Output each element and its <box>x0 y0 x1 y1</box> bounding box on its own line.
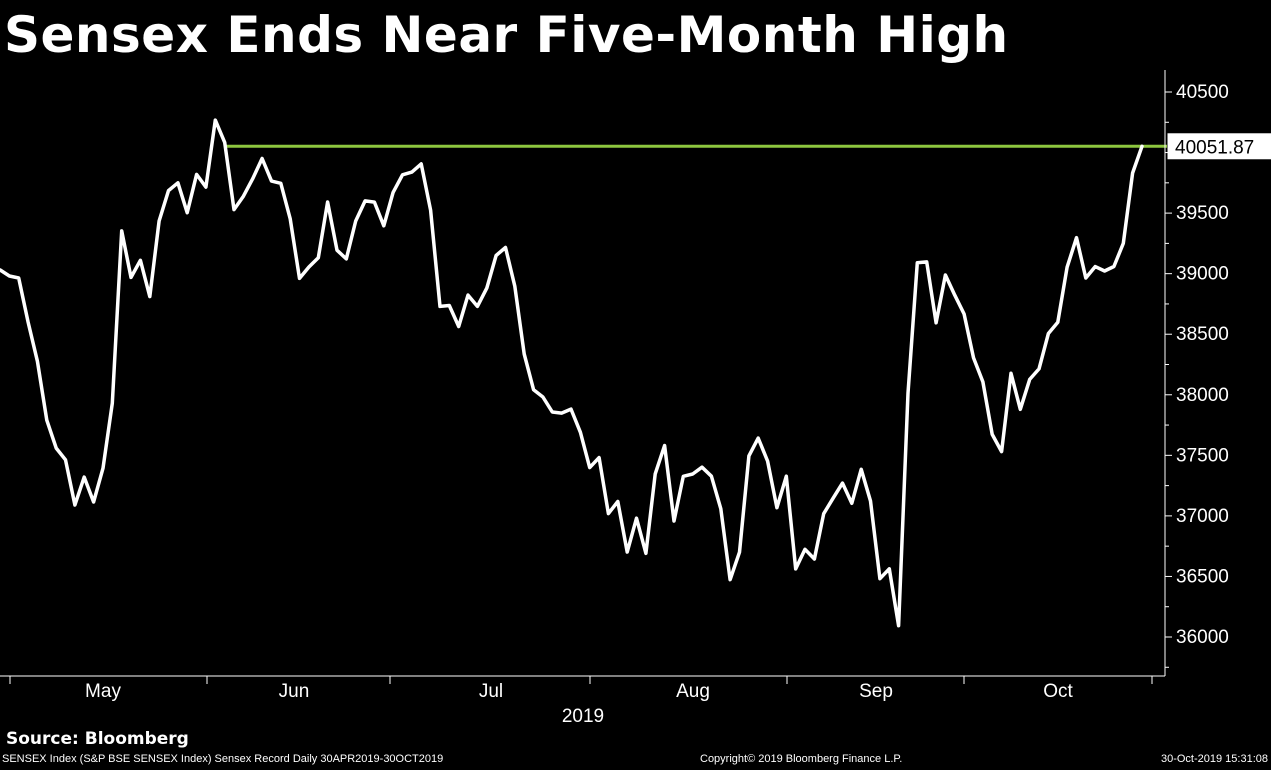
x-tick-label: Jun <box>279 681 310 702</box>
series-line-sensex <box>0 118 1144 628</box>
plot-area <box>0 118 1167 628</box>
x-axis-title: 2019 <box>562 706 604 727</box>
source-note: Source: Bloomberg <box>6 729 189 749</box>
y-tick-label: 40500 <box>1176 82 1229 103</box>
x-tick-label: Aug <box>676 681 710 702</box>
y-tick-label: 39500 <box>1176 203 1229 224</box>
x-tick-label: May <box>85 681 121 702</box>
footer-copyright: Copyright© 2019 Bloomberg Finance L.P. <box>700 753 903 765</box>
y-tick-label: 37500 <box>1176 445 1229 466</box>
y-axis: 40500 39500 39000 38500 38000 37500 37000 36500… <box>1164 70 1271 676</box>
chart-title: Sensex Ends Near Five-Month High <box>4 6 1009 64</box>
x-tick-label: Oct <box>1043 681 1073 702</box>
y-tick-label: 36500 <box>1176 566 1229 587</box>
last-value-label: 40051.87 <box>1175 137 1254 158</box>
footer-description: SENSEX Index (S&P BSE SENSEX Index) Sens… <box>2 753 444 765</box>
last-value-box <box>1167 133 1271 160</box>
y-tick-label: 37000 <box>1176 506 1229 527</box>
y-tick-label: 38000 <box>1176 385 1229 406</box>
y-tick-label: 38500 <box>1176 324 1229 345</box>
x-tick-label: Sep <box>859 681 893 702</box>
x-axis: May Jun Jul Aug Sep Oct <box>0 675 1165 702</box>
x-tick-label: Jul <box>479 681 503 702</box>
y-tick-label: 36000 <box>1176 627 1229 648</box>
footer-timestamp: 30-Oct-2019 15:31:08 <box>1160 753 1268 765</box>
y-tick-label: 39000 <box>1176 264 1229 285</box>
